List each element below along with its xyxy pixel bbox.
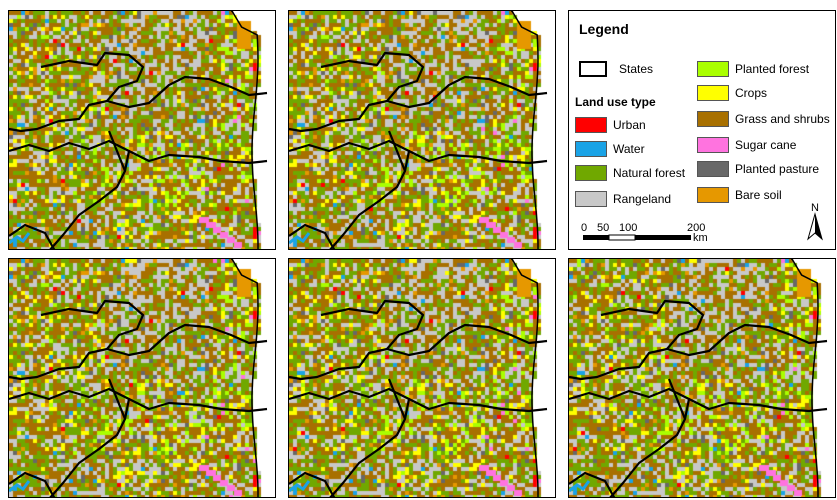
legend-item-bare-soil: Bare soil [697, 185, 782, 205]
legend-item-crops: Crops [697, 83, 767, 103]
legend-item-planted-forest: Planted forest [697, 59, 809, 79]
legend-label: Planted forest [735, 62, 810, 76]
legend-item-grass-and-shrubs: Grass and shrubs [697, 109, 830, 129]
legend-swatch [575, 141, 607, 157]
map-legend: Legend States Land use type Urban Water Na… [568, 10, 836, 250]
legend-swatch [575, 165, 607, 181]
legend-label: States [619, 62, 654, 76]
scale-tick-200: 200 [687, 222, 705, 234]
states-swatch [579, 61, 607, 77]
map-panel-5 [568, 258, 836, 498]
legend-label: Rangeland [613, 192, 672, 206]
legend-label: Grass and shrubs [735, 112, 830, 126]
legend-item-water: Water [575, 139, 645, 159]
legend-item-planted-pasture: Planted pasture [697, 159, 819, 179]
land-use-raster [9, 259, 275, 497]
legend-swatch [697, 161, 729, 177]
map-panel-2 [288, 10, 556, 250]
legend-label: Natural forest [613, 166, 686, 180]
legend-swatch [697, 85, 729, 101]
legend-swatch [697, 137, 729, 153]
legend-title: Legend [579, 21, 629, 37]
legend-label: Bare soil [735, 188, 782, 202]
legend-item-urban: Urban [575, 115, 646, 135]
legend-label: Crops [735, 86, 768, 100]
scale-tick-0: 0 [581, 222, 587, 234]
scale-tick-50: 50 [597, 222, 609, 234]
state-boundaries [9, 11, 268, 249]
land-use-heading: Land use type [575, 95, 656, 109]
legend-item-states: States [575, 59, 653, 79]
legend-swatch [697, 111, 729, 127]
land-use-raster [289, 11, 555, 249]
land-use-raster [9, 11, 275, 249]
state-boundaries [569, 259, 828, 497]
state-boundaries [289, 259, 548, 497]
legend-label: Water [613, 142, 645, 156]
legend-swatch [697, 187, 729, 203]
state-boundaries [9, 259, 268, 497]
land-use-raster [289, 259, 555, 497]
legend-swatch [697, 61, 729, 77]
map-panel-3 [8, 258, 276, 498]
land-use-raster [569, 259, 835, 497]
legend-swatch [575, 117, 607, 133]
north-arrow: N [807, 202, 823, 241]
legend-label: Urban [613, 118, 646, 132]
state-boundaries [289, 11, 548, 249]
north-label: N [811, 202, 819, 214]
legend-item-rangeland: Rangeland [575, 189, 671, 209]
legend-swatch [575, 191, 607, 207]
map-panel-4 [288, 258, 556, 498]
legend-label: Sugar cane [735, 138, 797, 152]
scale-bar: 0 50 100 200 km [581, 222, 708, 244]
legend-item-natural-forest: Natural forest [575, 163, 685, 183]
scale-tick-100: 100 [619, 222, 637, 234]
scale-unit: km [693, 232, 708, 244]
map-panel-1 [8, 10, 276, 250]
legend-item-sugar-cane: Sugar cane [697, 135, 796, 155]
legend-label: Planted pasture [735, 162, 820, 176]
